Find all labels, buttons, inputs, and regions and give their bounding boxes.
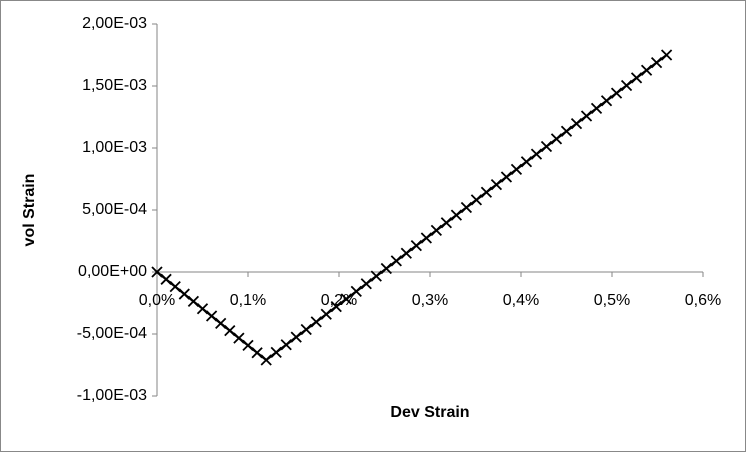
marker <box>580 110 593 122</box>
marker <box>310 316 322 328</box>
marker <box>360 278 372 290</box>
x-tick-label: 0,6% <box>685 292 721 309</box>
marker <box>400 247 412 259</box>
marker <box>270 346 282 359</box>
marker <box>280 339 292 351</box>
marker <box>290 331 302 343</box>
marker <box>450 209 463 221</box>
marker <box>251 347 263 359</box>
x-tick-label: 0,5% <box>594 292 630 309</box>
marker <box>160 273 172 285</box>
marker <box>300 323 312 336</box>
x-tick-label: 0,3% <box>412 292 448 309</box>
marker <box>440 217 453 229</box>
marker <box>242 339 254 352</box>
marker <box>233 332 245 344</box>
marker <box>224 325 236 337</box>
marker <box>490 179 503 191</box>
marker <box>320 308 332 320</box>
x-axis-title: Dev Strain <box>390 404 469 421</box>
marker <box>205 310 218 322</box>
marker <box>470 194 483 206</box>
marker <box>620 79 633 92</box>
marker <box>500 171 513 183</box>
marker <box>560 125 573 137</box>
y-axis-title: vol Strain <box>21 174 38 247</box>
marker <box>430 224 443 237</box>
marker <box>590 102 603 115</box>
marker <box>380 262 392 275</box>
x-tick-label: 0,0% <box>139 292 175 309</box>
marker <box>610 87 623 99</box>
y-tick-label: -1,00E-03 <box>77 387 147 404</box>
marker <box>650 56 663 69</box>
marker <box>420 232 432 244</box>
y-tick-label: -5,00E-04 <box>77 325 147 342</box>
marker <box>370 270 382 282</box>
marker <box>520 156 533 168</box>
y-tick-label: 0,00E+00 <box>78 263 147 280</box>
y-tick-label: 1,00E-03 <box>82 139 147 156</box>
marker <box>151 266 163 278</box>
x-tick-label: 0,1% <box>230 292 266 309</box>
marker <box>550 133 563 145</box>
y-tick-label: 1,50E-03 <box>82 77 147 94</box>
marker <box>340 293 352 305</box>
x-tick-label: 0,4% <box>503 292 539 309</box>
marker <box>640 64 653 76</box>
marker <box>390 255 402 267</box>
marker <box>169 280 181 293</box>
y-tick-label: 5,00E-04 <box>82 201 147 218</box>
marker <box>510 163 523 176</box>
marker <box>330 301 342 313</box>
marker <box>187 295 200 308</box>
marker <box>350 285 362 298</box>
marker <box>570 117 583 130</box>
y-tick-label: 2,00E-03 <box>82 15 147 32</box>
marker <box>260 354 272 366</box>
marker <box>460 201 473 214</box>
marker <box>178 288 190 300</box>
marker <box>215 317 227 329</box>
marker <box>600 95 613 107</box>
marker <box>540 140 553 153</box>
marker <box>410 240 422 252</box>
marker <box>660 49 673 61</box>
marker <box>530 148 543 160</box>
marker <box>480 186 493 198</box>
marker <box>196 303 209 315</box>
marker <box>630 72 643 84</box>
